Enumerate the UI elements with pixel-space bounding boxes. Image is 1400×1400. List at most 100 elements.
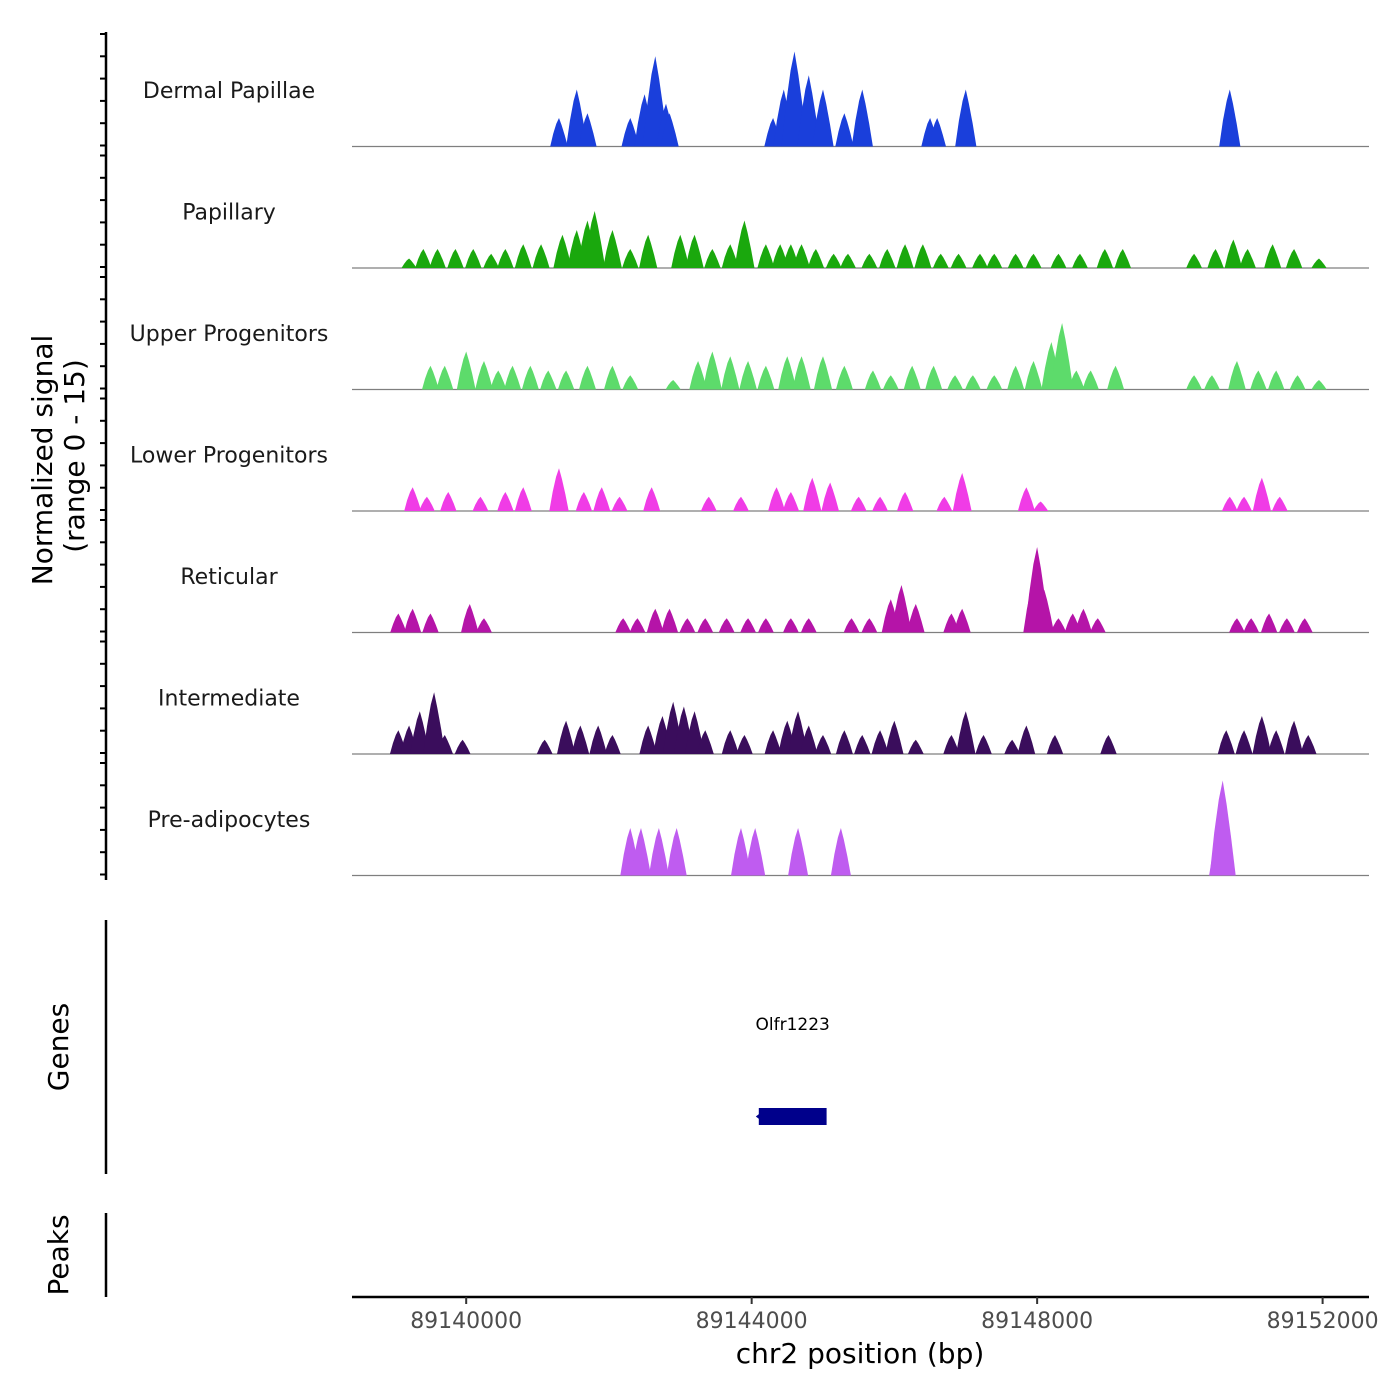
signal-peak (872, 496, 888, 511)
signal-peak (757, 244, 775, 268)
signal-peak (419, 496, 435, 511)
signal-peak (1100, 735, 1117, 754)
signal-peak (851, 89, 873, 147)
signal-peak (733, 496, 749, 511)
signal-peak (536, 739, 553, 754)
signal-peak (1229, 618, 1245, 633)
signal-peak (557, 720, 576, 754)
signal-peak (422, 613, 439, 633)
signal-peak (401, 258, 417, 268)
signal-peak (661, 608, 679, 633)
signal-peak (1296, 618, 1313, 633)
signal-peak (1075, 608, 1092, 633)
signal-peak (639, 234, 658, 268)
signal-peak (782, 492, 800, 511)
signal-peak (575, 492, 593, 511)
signal-peak (679, 618, 696, 633)
signal-peak (629, 618, 646, 633)
signal-peak (721, 244, 739, 268)
signal-peak (1050, 323, 1074, 390)
signal-peak (700, 496, 717, 511)
signal-peak (925, 365, 943, 390)
signal-peak (1311, 380, 1327, 390)
gene-label: Olfr1223 (756, 1015, 830, 1035)
signal-peak (404, 608, 422, 633)
signal-peak (579, 365, 596, 390)
signal-peak (514, 244, 532, 268)
signal-peak (1252, 477, 1271, 511)
signal-peak (914, 244, 932, 268)
signal-peak (986, 375, 1003, 390)
track-upper-progenitors: Upper Progenitors (130, 322, 1369, 391)
signal-peak (721, 730, 739, 754)
signal-peak (813, 356, 833, 390)
signal-peak (643, 487, 661, 511)
signal-peak (757, 365, 775, 390)
signal-peak (821, 482, 839, 511)
track-label: Intermediate (158, 687, 300, 712)
signal-peak (648, 828, 669, 876)
signal-peak (764, 730, 782, 754)
gene-track: Olfr1223 (756, 1015, 830, 1125)
signal-peak (812, 89, 834, 147)
signal-peak (615, 618, 632, 633)
track-label: Reticular (180, 565, 278, 590)
signal-peak (696, 730, 714, 754)
signal-peak (758, 618, 774, 633)
track-label: Upper Progenitors (130, 322, 329, 347)
signal-peak (447, 249, 464, 268)
signal-peak (622, 375, 639, 390)
signal-peak (825, 253, 842, 268)
track-pre-adipocytes: Pre-adipocytes (148, 780, 1369, 877)
signal-peak (604, 735, 621, 754)
signal-peak (604, 365, 621, 390)
signal-peak (1219, 89, 1241, 147)
signal-peak (666, 828, 687, 876)
track-label: Papillary (182, 201, 276, 226)
signal-peak (665, 380, 681, 390)
signal-peak (1025, 253, 1042, 268)
signal-peak (947, 375, 963, 390)
signal-tracks: Dermal Papillae Papillary Upper Progenitor… (130, 51, 1369, 877)
signal-peak (1004, 739, 1021, 754)
signal-peak (685, 234, 704, 268)
signal-peak (1114, 249, 1131, 268)
signal-peak (736, 735, 753, 754)
signal-peak (689, 361, 707, 390)
signal-peak (1311, 258, 1327, 268)
x-axis-title: chr2 position (bp) (736, 1337, 985, 1370)
signal-peak (436, 735, 453, 754)
x-axis-tick-label: 89148000 (981, 1309, 1093, 1334)
signal-peak (1235, 730, 1253, 754)
signal-peak (972, 253, 988, 268)
signal-peak (578, 113, 597, 147)
signal-peak (891, 585, 912, 633)
signal-peak (1072, 253, 1088, 268)
signal-peak (476, 618, 492, 633)
signal-peak (731, 828, 751, 876)
signal-peak (1252, 716, 1272, 754)
signal-peak (778, 356, 797, 390)
signal-peak (483, 253, 500, 268)
signal-peak (571, 725, 590, 754)
track-papillary: Papillary (182, 201, 1369, 269)
signal-peak (1228, 361, 1246, 390)
signal-peak (803, 477, 822, 511)
signal-axis (100, 32, 108, 880)
signal-peak (1033, 501, 1049, 511)
signal-peak (1264, 244, 1282, 268)
signal-peak (423, 692, 445, 754)
signal-peak (671, 234, 690, 268)
signal-peak (1007, 365, 1025, 390)
signal-peak (1243, 618, 1260, 633)
signal-peak (1204, 375, 1220, 390)
signal-peak (1034, 589, 1054, 633)
signal-peak (952, 473, 972, 511)
signal-peak (800, 618, 817, 633)
signal-peak (703, 351, 722, 390)
signal-peak (1068, 370, 1085, 390)
signal-peak (843, 618, 860, 633)
signal-peak (1096, 249, 1114, 268)
signal-peak (1107, 365, 1125, 390)
